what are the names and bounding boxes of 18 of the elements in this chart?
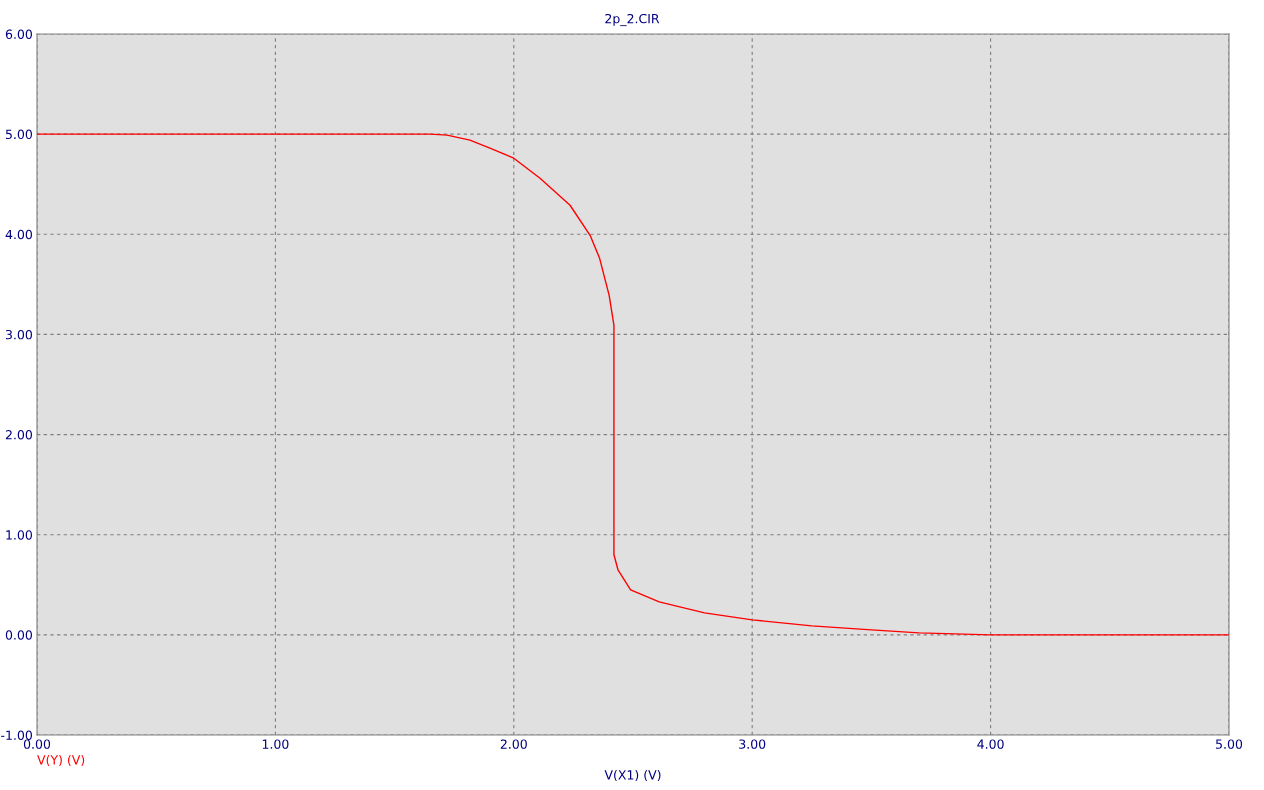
y-tick-label: 5.00 [5,129,32,140]
x-axis-title: V(X1) (V) [604,769,661,782]
line-series [37,133,1229,636]
x-tick-label: 3.00 [739,739,766,749]
chart-title: 2p_2.CIR [605,13,660,27]
y-tick-label: 6.00 [5,29,32,39]
y-tick-label: 3.00 [5,329,32,340]
text: V(Y) (V) [37,754,85,767]
x-tick-label: 1.00 [262,739,289,749]
y-tick-label: 4.00 [5,229,32,240]
y-tick-label: 0.00 [5,630,32,640]
x-tick-label: 5.00 [1216,739,1243,749]
y-tick-label: 2.00 [5,430,32,440]
y-tick-label: -1.00 [1,730,32,740]
y-tick-label: 1.00 [6,530,32,540]
x-tick-label: 2.00 [500,739,527,749]
x-tick-label: 4.00 [977,739,1004,749]
x-tick-label: 0.00 [23,739,51,749]
